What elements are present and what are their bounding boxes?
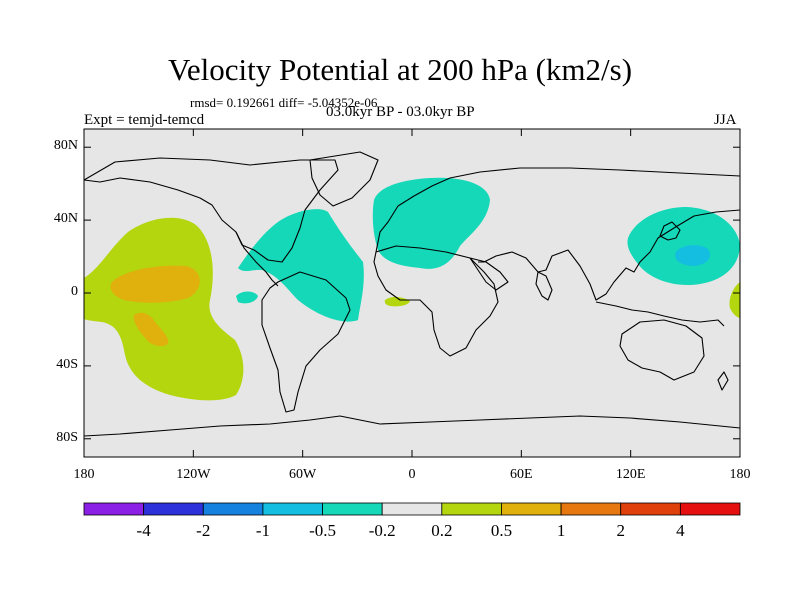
anomaly-fields xyxy=(84,177,740,401)
lon-label: 120W xyxy=(176,467,211,482)
coastline-australia xyxy=(619,319,705,381)
coastline-south-america xyxy=(261,271,351,413)
negative-anomaly-small-blob xyxy=(236,291,258,304)
colorbar-swatch xyxy=(143,502,204,516)
lon-label: 60W xyxy=(289,467,317,482)
season-label: JJA xyxy=(714,112,737,128)
colorbar-swatch xyxy=(620,502,681,516)
coastline-japan xyxy=(659,221,681,241)
positive-anomaly-west-pacific xyxy=(729,282,740,318)
lat-label: 80S xyxy=(56,429,78,445)
experiment-label: Expt = temjd-temcd xyxy=(84,112,205,128)
colorbar-swatch xyxy=(322,502,383,516)
colorbar-label: 1 xyxy=(556,521,566,540)
negative-anomaly-nw-pacific xyxy=(627,207,740,286)
lon-label: 120E xyxy=(615,467,646,482)
colorbar-label: -0.5 xyxy=(309,521,336,540)
lon-label: 180 xyxy=(73,467,95,482)
axis-ticks xyxy=(83,129,741,457)
colorbar-label: -4 xyxy=(136,521,151,540)
lat-label: 40N xyxy=(53,211,78,227)
colorbar-label: 4 xyxy=(676,521,685,540)
coastline-new-zealand xyxy=(717,371,729,391)
colorbar-swatch xyxy=(262,502,323,516)
colorbar-label: -0.2 xyxy=(368,521,396,540)
lon-label: 180 xyxy=(729,467,751,482)
period-label: 03.0kyr BP - 03.0kyr BP xyxy=(326,104,475,120)
colorbar-swatch xyxy=(381,502,443,516)
positive-anomaly-south-core xyxy=(133,312,169,347)
colorbar-swatch xyxy=(83,502,145,516)
coastline-north-america xyxy=(84,157,339,263)
colorbar-label: 0.5 xyxy=(490,521,513,540)
colorbar-swatch xyxy=(560,502,622,516)
colorbar xyxy=(83,502,741,516)
colorbar-swatch xyxy=(202,502,264,516)
colorbar-label: -1 xyxy=(255,521,270,540)
positive-anomaly-east-pacific xyxy=(84,217,244,401)
colorbar-swatch xyxy=(679,502,741,516)
lat-label: 80N xyxy=(53,138,78,154)
coastline-central-america xyxy=(235,231,279,287)
coastlines xyxy=(84,151,740,437)
colorbar-label: -2 xyxy=(196,521,211,540)
lon-label: 60E xyxy=(510,467,533,482)
coastline-arabia xyxy=(469,257,509,291)
lat-label: 0 xyxy=(71,284,78,299)
plot-title: Velocity Potential at 200 hPa (km2/s) xyxy=(167,52,633,87)
lat-label: 40S xyxy=(56,356,78,372)
coastline-greenland xyxy=(309,151,379,207)
coastline-indonesia xyxy=(595,301,725,327)
positive-anomaly-atlantic-small xyxy=(384,297,410,307)
negative-anomaly-nw-pacific-core xyxy=(675,245,711,266)
negative-anomaly-atlantic xyxy=(238,209,364,322)
colorbar-swatch xyxy=(441,502,502,516)
colorbar-label: 0.2 xyxy=(431,521,453,540)
lon-label: 0 xyxy=(408,467,416,482)
coastline-antarctica xyxy=(84,415,740,437)
colorbar-label: 2 xyxy=(616,521,625,540)
coastline-eurasia xyxy=(375,167,740,253)
stats-text: rmsd= 0.192661 diff= -5.04352e-06 xyxy=(190,95,378,110)
colorbar-swatch xyxy=(501,502,562,516)
coastline-india xyxy=(535,271,553,301)
coastline-africa xyxy=(373,245,499,357)
positive-anomaly-core xyxy=(110,265,200,303)
coastline-asia-south xyxy=(478,209,740,301)
